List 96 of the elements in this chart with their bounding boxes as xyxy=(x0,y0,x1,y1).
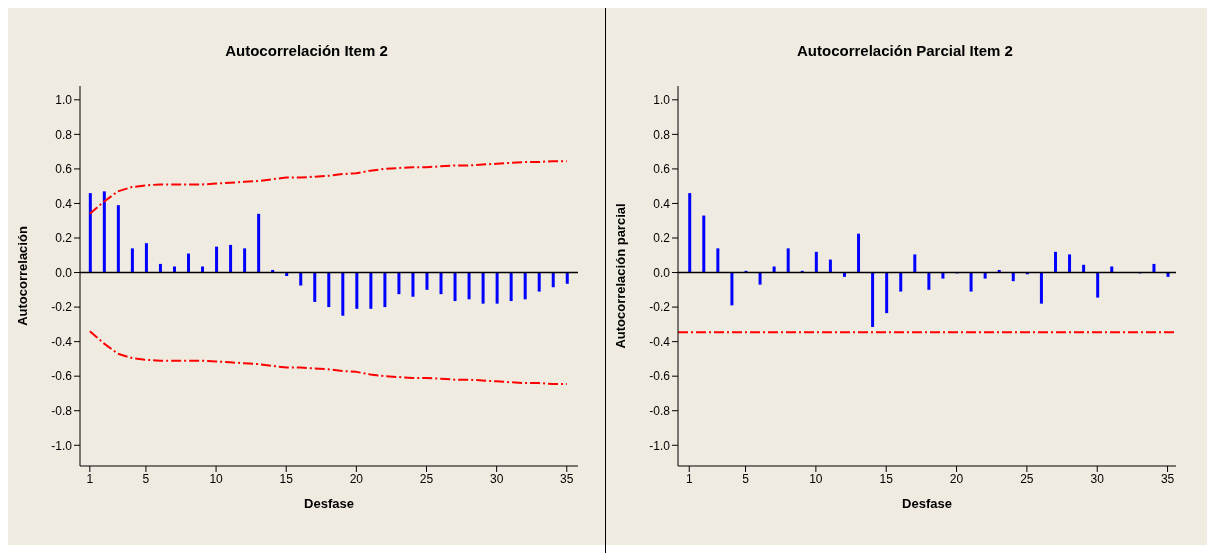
x-tick-label: 15 xyxy=(279,471,294,486)
x-tick-label: 10 xyxy=(809,471,823,486)
y-tick-label: 0.6 xyxy=(653,162,671,177)
x-tick-label: 25 xyxy=(419,471,434,486)
line-series xyxy=(88,330,568,385)
y-tick-label: -0.6 xyxy=(51,369,73,384)
bar xyxy=(88,193,92,273)
bar xyxy=(885,272,889,314)
bar xyxy=(565,272,569,284)
bar xyxy=(758,272,762,285)
y-tick-label: -1.0 xyxy=(649,438,671,453)
bar xyxy=(1053,251,1057,273)
bar xyxy=(927,272,931,290)
y-tick-label: 0.0 xyxy=(653,265,671,280)
bar xyxy=(1011,272,1015,282)
line-series xyxy=(88,160,568,215)
bar xyxy=(688,193,692,273)
bar xyxy=(313,272,317,302)
bar xyxy=(116,205,120,273)
bar xyxy=(551,272,555,288)
bar xyxy=(215,246,219,273)
bar xyxy=(537,272,541,292)
bar xyxy=(229,244,233,273)
bar xyxy=(355,272,359,309)
x-tick-label: 30 xyxy=(1090,471,1105,486)
bar xyxy=(341,272,345,316)
x-tick-label: 1 xyxy=(685,471,693,486)
bar xyxy=(857,233,861,273)
bar xyxy=(702,215,706,273)
bar xyxy=(969,272,973,292)
bar xyxy=(899,272,903,292)
x-tick-label: 10 xyxy=(209,471,224,486)
y-tick-label: 0.4 xyxy=(55,196,73,211)
chart-title: Autocorrelación Parcial Item 2 xyxy=(796,41,1014,61)
bar xyxy=(439,272,443,295)
x-tick-label: 20 xyxy=(949,471,964,486)
bar xyxy=(716,248,720,273)
y-tick-label: -0.2 xyxy=(649,300,671,315)
y-tick-label: 0.6 xyxy=(55,162,73,177)
bar xyxy=(786,248,790,273)
bar xyxy=(730,272,734,306)
y-tick-label: -0.8 xyxy=(649,403,671,418)
x-tick-label: 25 xyxy=(1020,471,1034,486)
y-tick-label: 1.0 xyxy=(653,93,671,108)
bar xyxy=(411,272,415,297)
y-tick-label: 0.0 xyxy=(55,265,73,280)
bar xyxy=(383,272,387,308)
y-tick-label: -0.8 xyxy=(51,403,73,418)
y-axis-title: Autocorrelación xyxy=(14,226,30,326)
y-tick-label: -1.0 xyxy=(51,438,73,453)
x-tick-label: 5 xyxy=(142,471,150,486)
y-tick-label: 0.2 xyxy=(653,231,671,246)
x-tick-label: 5 xyxy=(742,471,750,486)
x-tick-label: 20 xyxy=(349,471,364,486)
x-axis-title: Desfase xyxy=(902,496,952,511)
bar xyxy=(299,272,303,286)
x-axis-title: Desfase xyxy=(304,496,354,511)
y-axis-title: Autocorrelación parcial xyxy=(612,203,628,349)
bar xyxy=(453,272,457,302)
bar xyxy=(1096,272,1100,298)
y-tick-label: -0.4 xyxy=(51,334,73,349)
bar xyxy=(871,272,875,327)
bar xyxy=(144,243,148,273)
bar xyxy=(130,248,134,273)
bar xyxy=(467,272,471,300)
bar xyxy=(327,272,331,308)
bar xyxy=(397,272,401,295)
y-tick-label: 0.8 xyxy=(653,127,671,142)
bar xyxy=(913,254,917,273)
bar xyxy=(425,272,429,290)
y-tick-label: -0.2 xyxy=(51,300,73,315)
y-tick-label: 0.2 xyxy=(55,231,73,246)
bar xyxy=(495,272,499,304)
bar xyxy=(523,272,527,300)
y-tick-label: -0.6 xyxy=(649,369,671,384)
bar xyxy=(243,248,247,273)
x-tick-label: 35 xyxy=(560,471,574,486)
bar xyxy=(1039,272,1043,304)
bar xyxy=(257,213,261,273)
y-tick-label: 1.0 xyxy=(55,93,73,108)
x-tick-label: 35 xyxy=(1160,471,1175,486)
bar xyxy=(509,272,513,302)
bar xyxy=(814,251,818,273)
bar xyxy=(481,272,485,304)
bar xyxy=(369,272,373,309)
x-tick-label: 15 xyxy=(879,471,894,486)
bar xyxy=(187,253,190,273)
chart-title: Autocorrelación Item 2 xyxy=(224,41,389,61)
y-tick-label: 0.8 xyxy=(55,127,73,142)
bar xyxy=(1068,254,1072,273)
x-tick-label: 1 xyxy=(86,471,94,486)
bar xyxy=(102,191,106,273)
y-tick-label: 0.4 xyxy=(653,196,671,211)
bar xyxy=(828,259,832,273)
x-tick-label: 30 xyxy=(489,471,504,486)
y-tick-label: -0.4 xyxy=(649,334,671,349)
